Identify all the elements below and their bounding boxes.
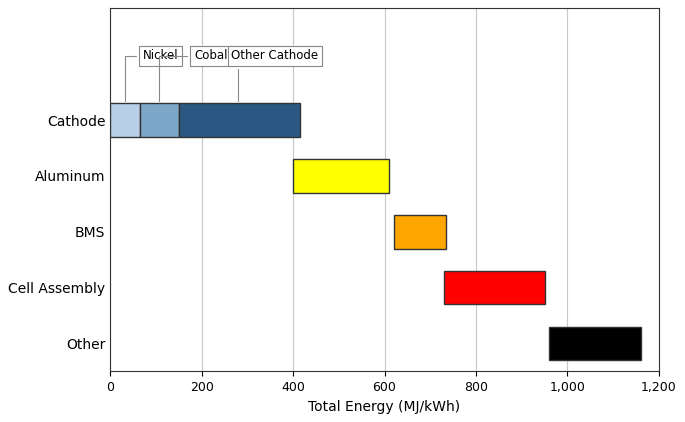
Bar <box>140 103 179 137</box>
Bar <box>179 103 300 137</box>
Text: Nickel: Nickel <box>125 49 178 100</box>
Bar <box>444 271 545 304</box>
Bar <box>110 103 140 137</box>
Text: Cobalt: Cobalt <box>159 49 232 100</box>
X-axis label: Total Energy (MJ/kWh): Total Energy (MJ/kWh) <box>308 400 460 414</box>
Text: Other Cathode: Other Cathode <box>232 49 319 100</box>
Bar <box>394 215 446 249</box>
Bar <box>293 159 389 193</box>
Bar <box>549 327 640 360</box>
